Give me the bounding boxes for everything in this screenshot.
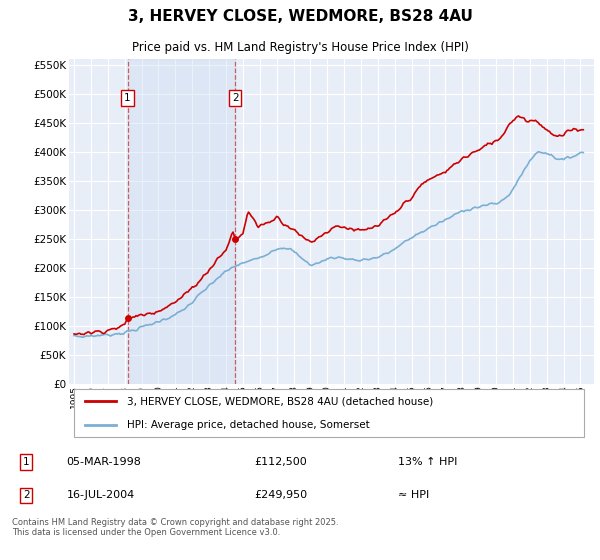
Text: 3, HERVEY CLOSE, WEDMORE, BS28 4AU (detached house): 3, HERVEY CLOSE, WEDMORE, BS28 4AU (deta… bbox=[127, 396, 433, 407]
Text: 2: 2 bbox=[23, 491, 30, 500]
Text: Contains HM Land Registry data © Crown copyright and database right 2025.
This d: Contains HM Land Registry data © Crown c… bbox=[12, 518, 338, 538]
FancyBboxPatch shape bbox=[74, 389, 583, 437]
Text: ≈ HPI: ≈ HPI bbox=[398, 491, 429, 500]
Text: 13% ↑ HPI: 13% ↑ HPI bbox=[398, 457, 457, 467]
Text: HPI: Average price, detached house, Somerset: HPI: Average price, detached house, Some… bbox=[127, 419, 370, 430]
Text: 1: 1 bbox=[23, 457, 30, 467]
Text: £112,500: £112,500 bbox=[254, 457, 307, 467]
Text: 05-MAR-1998: 05-MAR-1998 bbox=[67, 457, 142, 467]
Bar bbox=[128, 59, 235, 384]
Text: 16-JUL-2004: 16-JUL-2004 bbox=[67, 491, 135, 500]
Text: 1: 1 bbox=[124, 92, 131, 102]
Text: 3, HERVEY CLOSE, WEDMORE, BS28 4AU: 3, HERVEY CLOSE, WEDMORE, BS28 4AU bbox=[128, 9, 472, 24]
Text: 2: 2 bbox=[232, 92, 238, 102]
Text: £249,950: £249,950 bbox=[254, 491, 307, 500]
Text: Price paid vs. HM Land Registry's House Price Index (HPI): Price paid vs. HM Land Registry's House … bbox=[131, 40, 469, 54]
